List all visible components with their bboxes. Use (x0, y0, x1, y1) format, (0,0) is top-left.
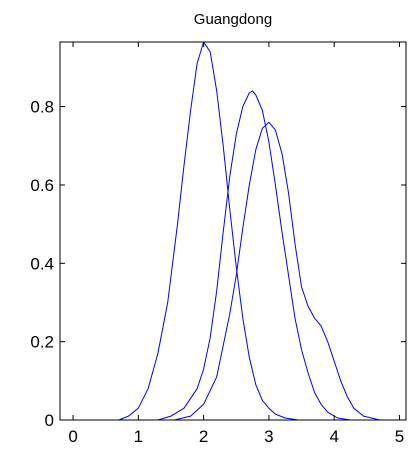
x-tick-label: 0 (68, 427, 77, 446)
x-tick-label: 3 (264, 427, 273, 446)
series-line-3 (174, 121, 381, 421)
x-tick-label: 5 (395, 427, 404, 446)
series-line-2 (157, 90, 351, 421)
y-tick-label: 0.8 (30, 98, 54, 117)
y-tick-label: 0.4 (30, 254, 54, 273)
axes-frame (59, 41, 407, 421)
series-line-1 (118, 41, 299, 421)
x-tick-label: 4 (329, 427, 338, 446)
y-tick-label: 0 (45, 411, 54, 430)
x-tick-label: 1 (134, 427, 143, 446)
y-tick-label: 0.6 (30, 176, 54, 195)
chart-title: Guangdong (194, 11, 272, 28)
y-tick-label: 0.2 (30, 333, 54, 352)
axis-ticks: 0 1 2 3 4 5 0 0.2 0.4 0.6 0.8 (30, 42, 406, 446)
series-lines (118, 41, 381, 421)
x-tick-label: 2 (199, 427, 208, 446)
